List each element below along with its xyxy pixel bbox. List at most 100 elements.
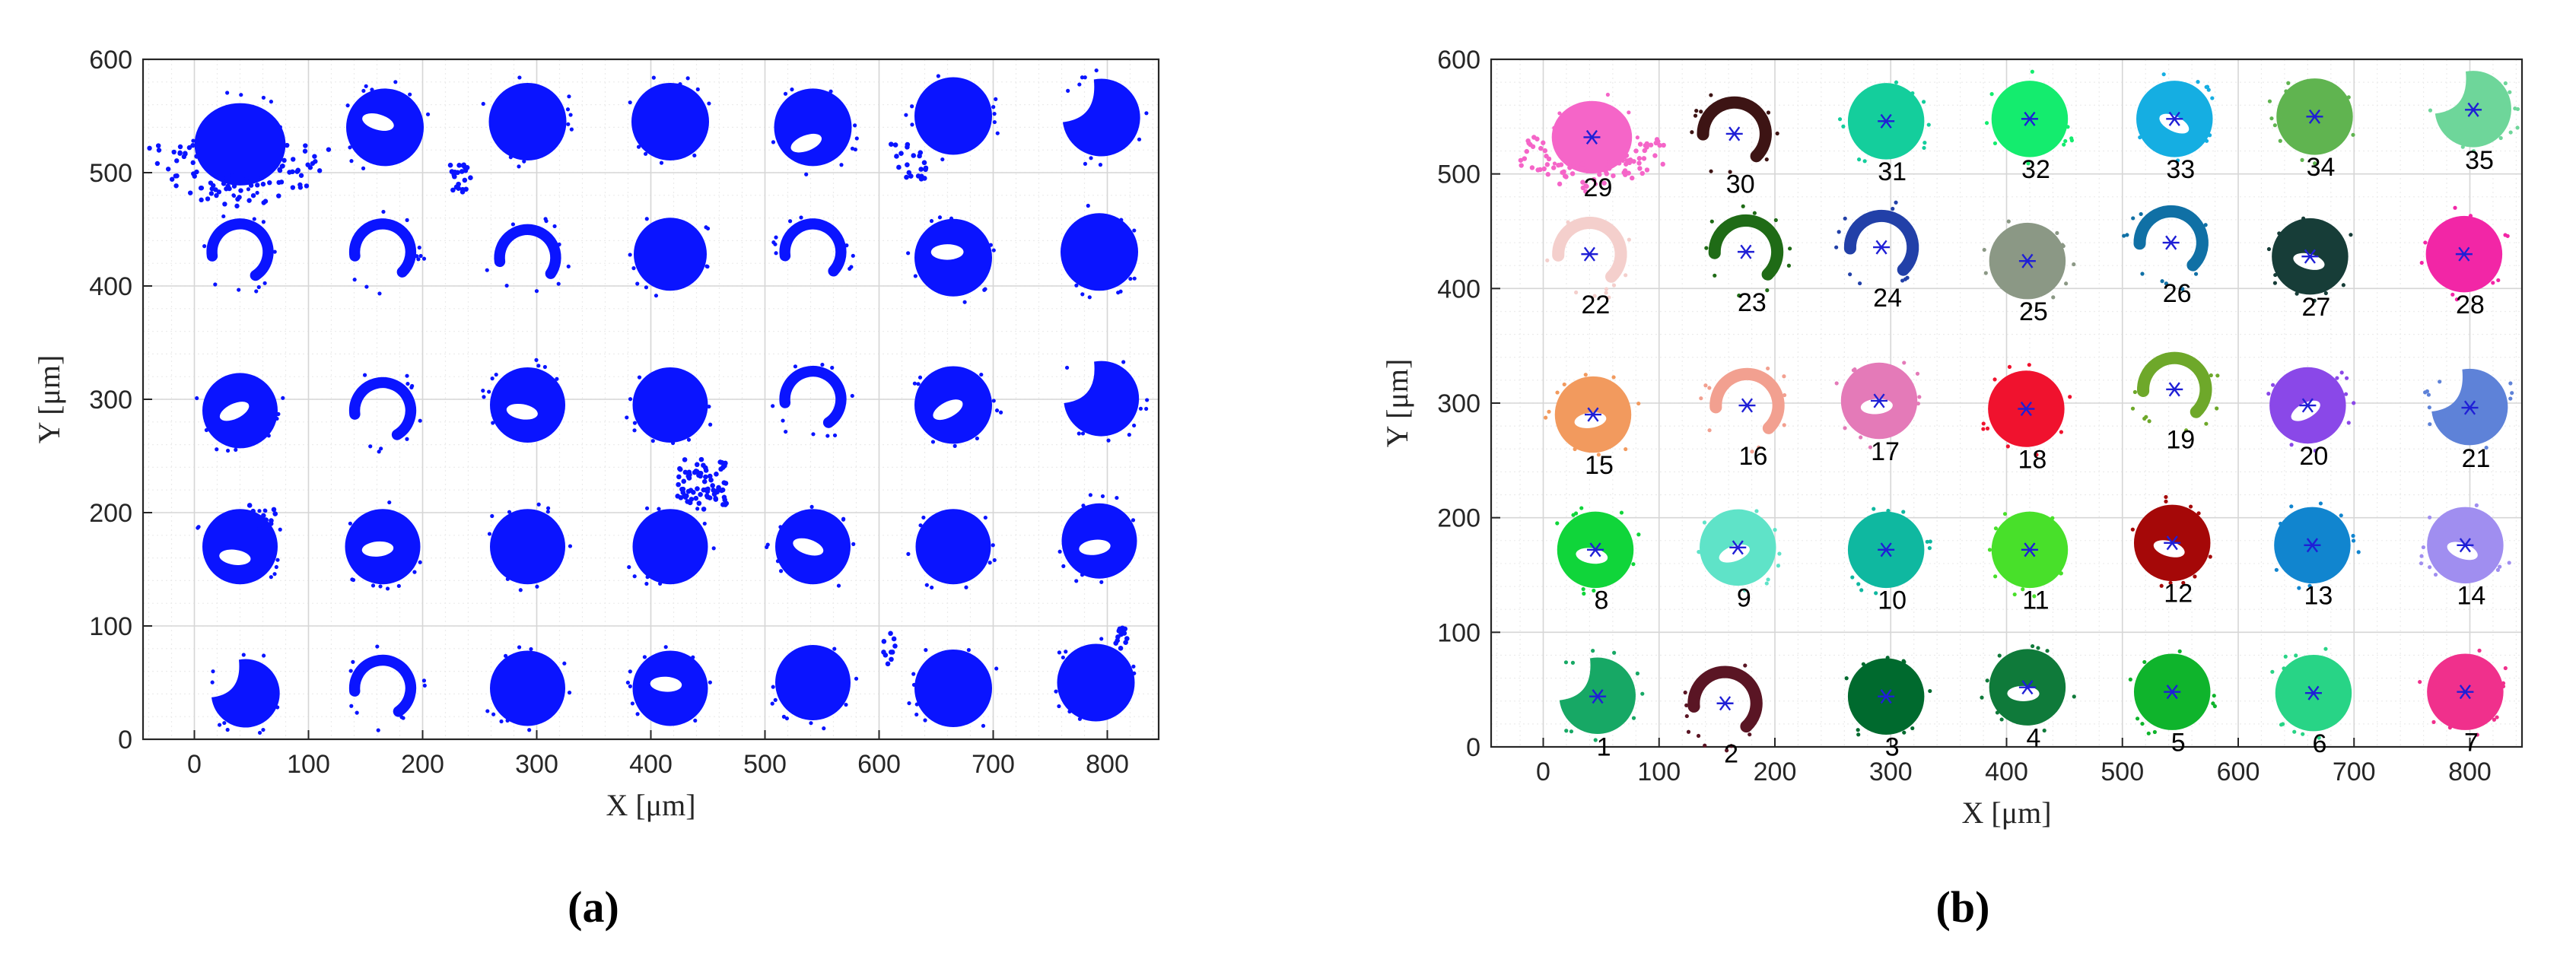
stray-point [714, 472, 719, 477]
stray-point-cluster [675, 456, 730, 512]
stray-point [694, 462, 700, 468]
stray-point [460, 163, 466, 168]
centroid-marker [2166, 382, 2183, 397]
spot-11 [628, 217, 711, 298]
stray-point [268, 521, 274, 526]
spot-21 [1064, 360, 1150, 443]
spot-23 [345, 500, 422, 591]
stray-point [722, 497, 728, 503]
y-tick-label: 0 [118, 726, 132, 754]
stray-point [705, 486, 711, 492]
stray-point [896, 164, 902, 170]
stray-point [696, 471, 702, 476]
centroid-marker [2461, 400, 2479, 415]
y-tick-label: 500 [89, 159, 132, 188]
cluster-label: 13 [2304, 582, 2333, 611]
y-tick-label: 200 [1437, 504, 1480, 533]
centroid-marker [1581, 246, 1598, 262]
stray-point [682, 493, 688, 498]
stray-point [1118, 646, 1124, 651]
x-tick-label: 700 [2333, 758, 2376, 786]
centroid-marker [2299, 398, 2317, 413]
centroid-marker [2304, 685, 2322, 700]
cluster-label: 27 [2301, 293, 2330, 322]
stray-point [911, 153, 917, 158]
cluster-label: 22 [1581, 291, 1610, 319]
spot-4 [628, 75, 711, 165]
x-tick-label: 600 [857, 750, 901, 779]
cluster-label: 21 [2462, 444, 2491, 473]
centroid-marker [1716, 696, 1734, 711]
cluster-27 [2266, 216, 2353, 303]
stray-point [918, 167, 924, 172]
cluster-1 [1559, 649, 1645, 742]
centroid-marker [2457, 538, 2474, 553]
stray-point [888, 631, 893, 637]
stray-point [696, 500, 702, 507]
stray-point [892, 142, 898, 148]
panel-b-label: (b) [1936, 882, 1990, 932]
stray-point [708, 477, 714, 483]
cluster-label: 16 [1739, 442, 1768, 471]
stray-point-cluster [1113, 625, 1130, 651]
cluster-label: 10 [1878, 586, 1907, 615]
stray-point [456, 181, 461, 187]
cluster-11 [1987, 511, 2069, 599]
cluster-9 [1697, 509, 1782, 592]
stray-point [685, 473, 692, 479]
centroid-marker [2162, 235, 2180, 250]
stray-point [904, 174, 909, 180]
stray-point [701, 507, 707, 512]
centroid-marker [2164, 685, 2181, 700]
x-tick-label: 200 [1754, 758, 1797, 786]
spot-30 [348, 644, 427, 732]
centroid-marker [1878, 113, 1895, 129]
grid [1491, 59, 2522, 748]
stray-point [450, 187, 456, 193]
spot-10 [485, 217, 571, 294]
stray-point [921, 160, 927, 166]
stray-point [710, 483, 715, 488]
x-tick-label: 500 [2101, 758, 2144, 786]
stray-point [721, 480, 727, 485]
spot-6 [904, 74, 1000, 162]
centroid-marker [1871, 393, 1888, 408]
spot-24 [487, 502, 573, 592]
stray-point [892, 643, 898, 649]
stray-point [906, 170, 912, 176]
cluster-label: 6 [2312, 729, 2326, 758]
spot-14 [1061, 203, 1138, 300]
centroid-marker [2306, 109, 2323, 124]
cluster-16 [1699, 366, 1787, 454]
stray-point [720, 502, 726, 507]
x-axis-label: X [μm] [1961, 796, 2051, 830]
centroid-marker [2465, 102, 2482, 117]
stray-point [923, 165, 929, 171]
stray-point [682, 469, 689, 475]
spot-3 [481, 75, 574, 169]
stray-point [246, 503, 253, 508]
stray-point [917, 153, 922, 159]
y-tick-label: 300 [1437, 389, 1480, 418]
centroid-marker [2166, 111, 2183, 126]
stray-point [711, 491, 717, 497]
stray-point [1121, 631, 1127, 636]
stray-point-cluster [889, 141, 929, 182]
x-tick-label: 800 [1086, 750, 1129, 779]
x-tick-label: 700 [972, 750, 1015, 779]
stray-point [679, 486, 685, 492]
stray-point [889, 656, 894, 662]
cluster-14 [2419, 503, 2511, 584]
x-tick-label: 400 [629, 750, 673, 779]
stray-point [1124, 636, 1130, 641]
cluster-label: 4 [2026, 723, 2040, 752]
centroid-marker [2457, 685, 2474, 700]
stray-point [468, 175, 473, 180]
cluster-label: 35 [2465, 146, 2494, 175]
cluster-label: 26 [2163, 279, 2192, 308]
centroid-marker [1587, 542, 1604, 558]
x-tick-label: 100 [1637, 758, 1681, 786]
centroid-marker [1729, 540, 1747, 555]
cluster-label: 34 [2307, 153, 2336, 182]
